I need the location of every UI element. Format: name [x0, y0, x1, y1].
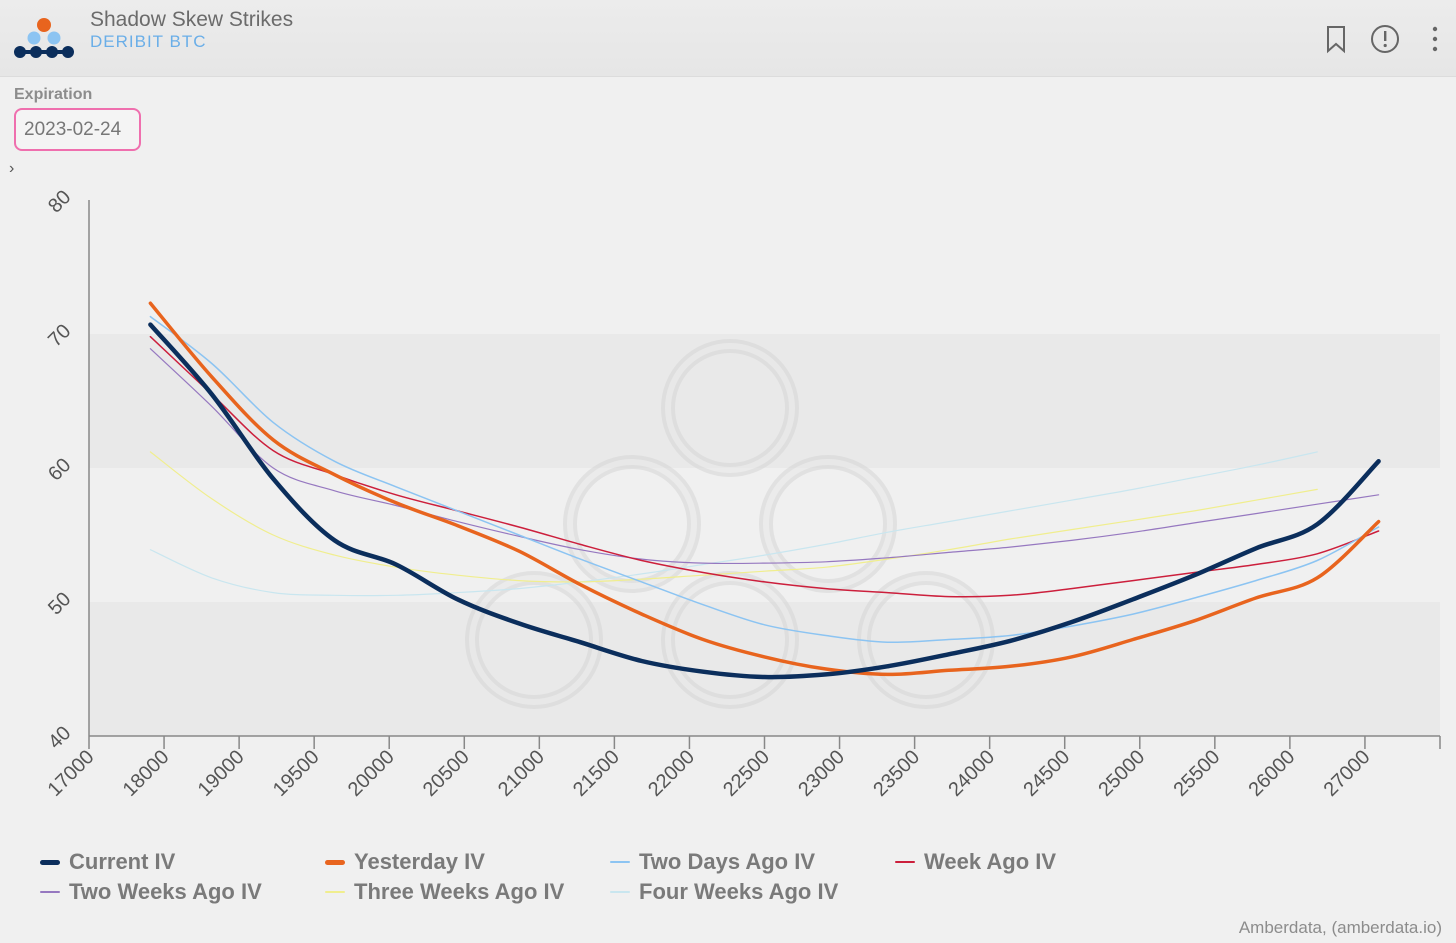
iv-line-chart: 17000 18000 19000 19500 20000 20500 21000 21500… — [44, 186, 1441, 801]
y-tick-label: 60 — [44, 454, 75, 485]
amberdata-logo-icon — [14, 18, 74, 58]
legend-swatch — [40, 859, 60, 865]
watermark-ring-inner — [763, 459, 893, 589]
legend-label: Three Weeks Ago IV — [354, 879, 565, 904]
x-tick-label: 24500 — [1019, 746, 1074, 801]
x-tick-label: 21000 — [494, 746, 549, 801]
app-header: Shadow Skew Strikes DERIBIT BTC — [0, 0, 1456, 77]
bookmark-icon[interactable] — [1321, 24, 1351, 54]
x-tick-label: 25500 — [1169, 746, 1224, 801]
legend-item-four-weeks-ago-iv[interactable]: Four Weeks Ago IV — [610, 878, 838, 906]
credit-text: Amberdata, (amberdata.io) — [1238, 918, 1442, 937]
x-tick-label: 23500 — [869, 746, 924, 801]
x-tick-label: 18000 — [119, 746, 174, 801]
series-lines — [148, 301, 1381, 680]
watermark-ring-inner — [665, 343, 795, 473]
legend-swatch — [610, 891, 630, 893]
watermark-ring-inner — [469, 575, 599, 705]
series-line-yesterday-iv[interactable] — [148, 301, 1381, 677]
legend-label: Week Ago IV — [924, 849, 1057, 874]
series-line-two-weeks-ago-iv[interactable] — [149, 348, 1380, 565]
x-tick-label: 26000 — [1245, 746, 1300, 801]
x-tick-label: 20000 — [344, 746, 399, 801]
more-vertical-icon[interactable] — [1420, 24, 1450, 54]
chevron-right-icon[interactable]: › — [9, 160, 15, 177]
x-tick-label: 20500 — [419, 746, 474, 801]
expiration-label: Expiration — [14, 86, 93, 103]
legend-swatch — [610, 861, 630, 863]
y-tick-label: 50 — [44, 588, 75, 619]
legend-swatch — [895, 861, 915, 863]
legend-label: Two Days Ago IV — [639, 849, 816, 874]
legend-item-current-iv[interactable]: Current IV — [40, 848, 175, 876]
y-tick-label: 70 — [44, 320, 75, 351]
x-tick-label: 21500 — [569, 746, 624, 801]
x-tick-label: 22000 — [644, 746, 699, 801]
legend-label: Current IV — [69, 849, 176, 874]
series-line-three-weeks-ago-iv[interactable] — [149, 451, 1318, 583]
legend-item-two-days-ago-iv[interactable]: Two Days Ago IV — [610, 848, 815, 876]
chart-legend: Current IV Yesterday IV Two Days Ago IV Wee… — [40, 848, 1140, 914]
expiration-input[interactable] — [14, 108, 141, 151]
x-tick-label: 22500 — [719, 746, 774, 801]
legend-label: Four Weeks Ago IV — [639, 879, 839, 904]
legend-swatch — [325, 859, 345, 865]
grid-band — [89, 200, 1440, 334]
x-tick-label: 23000 — [794, 746, 849, 801]
y-tick-label: 40 — [44, 722, 75, 753]
legend-label: Two Weeks Ago IV — [69, 879, 262, 904]
x-tick-label: 19000 — [194, 746, 249, 801]
x-tick-label: 24000 — [944, 746, 999, 801]
info-icon[interactable] — [1370, 24, 1400, 54]
y-tick-label: 80 — [44, 186, 75, 217]
x-tick-label: 27000 — [1320, 746, 1375, 801]
x-tick-label: 25000 — [1094, 746, 1149, 801]
legend-item-two-weeks-ago-iv[interactable]: Two Weeks Ago IV — [40, 878, 262, 906]
legend-item-three-weeks-ago-iv[interactable]: Three Weeks Ago IV — [325, 878, 564, 906]
series-line-four-weeks-ago-iv[interactable] — [149, 451, 1318, 597]
legend-swatch — [325, 891, 345, 893]
widget-subtitle: DERIBIT BTC — [90, 32, 207, 51]
series-line-two-days-ago-iv[interactable] — [149, 315, 1380, 644]
series-line-current-iv[interactable] — [148, 322, 1381, 680]
legend-item-yesterday-iv[interactable]: Yesterday IV — [325, 848, 485, 876]
x-tick-label: 17000 — [44, 746, 99, 801]
legend-item-week-ago-iv[interactable]: Week Ago IV — [895, 848, 1056, 876]
watermark-ring-inner — [567, 459, 697, 589]
legend-swatch — [40, 891, 60, 893]
watermark-ring-inner — [665, 575, 795, 705]
legend-label: Yesterday IV — [354, 849, 485, 874]
widget-title: Shadow Skew Strikes — [90, 8, 294, 31]
x-tick-label: 19500 — [269, 746, 324, 801]
grid-band — [89, 602, 1440, 736]
